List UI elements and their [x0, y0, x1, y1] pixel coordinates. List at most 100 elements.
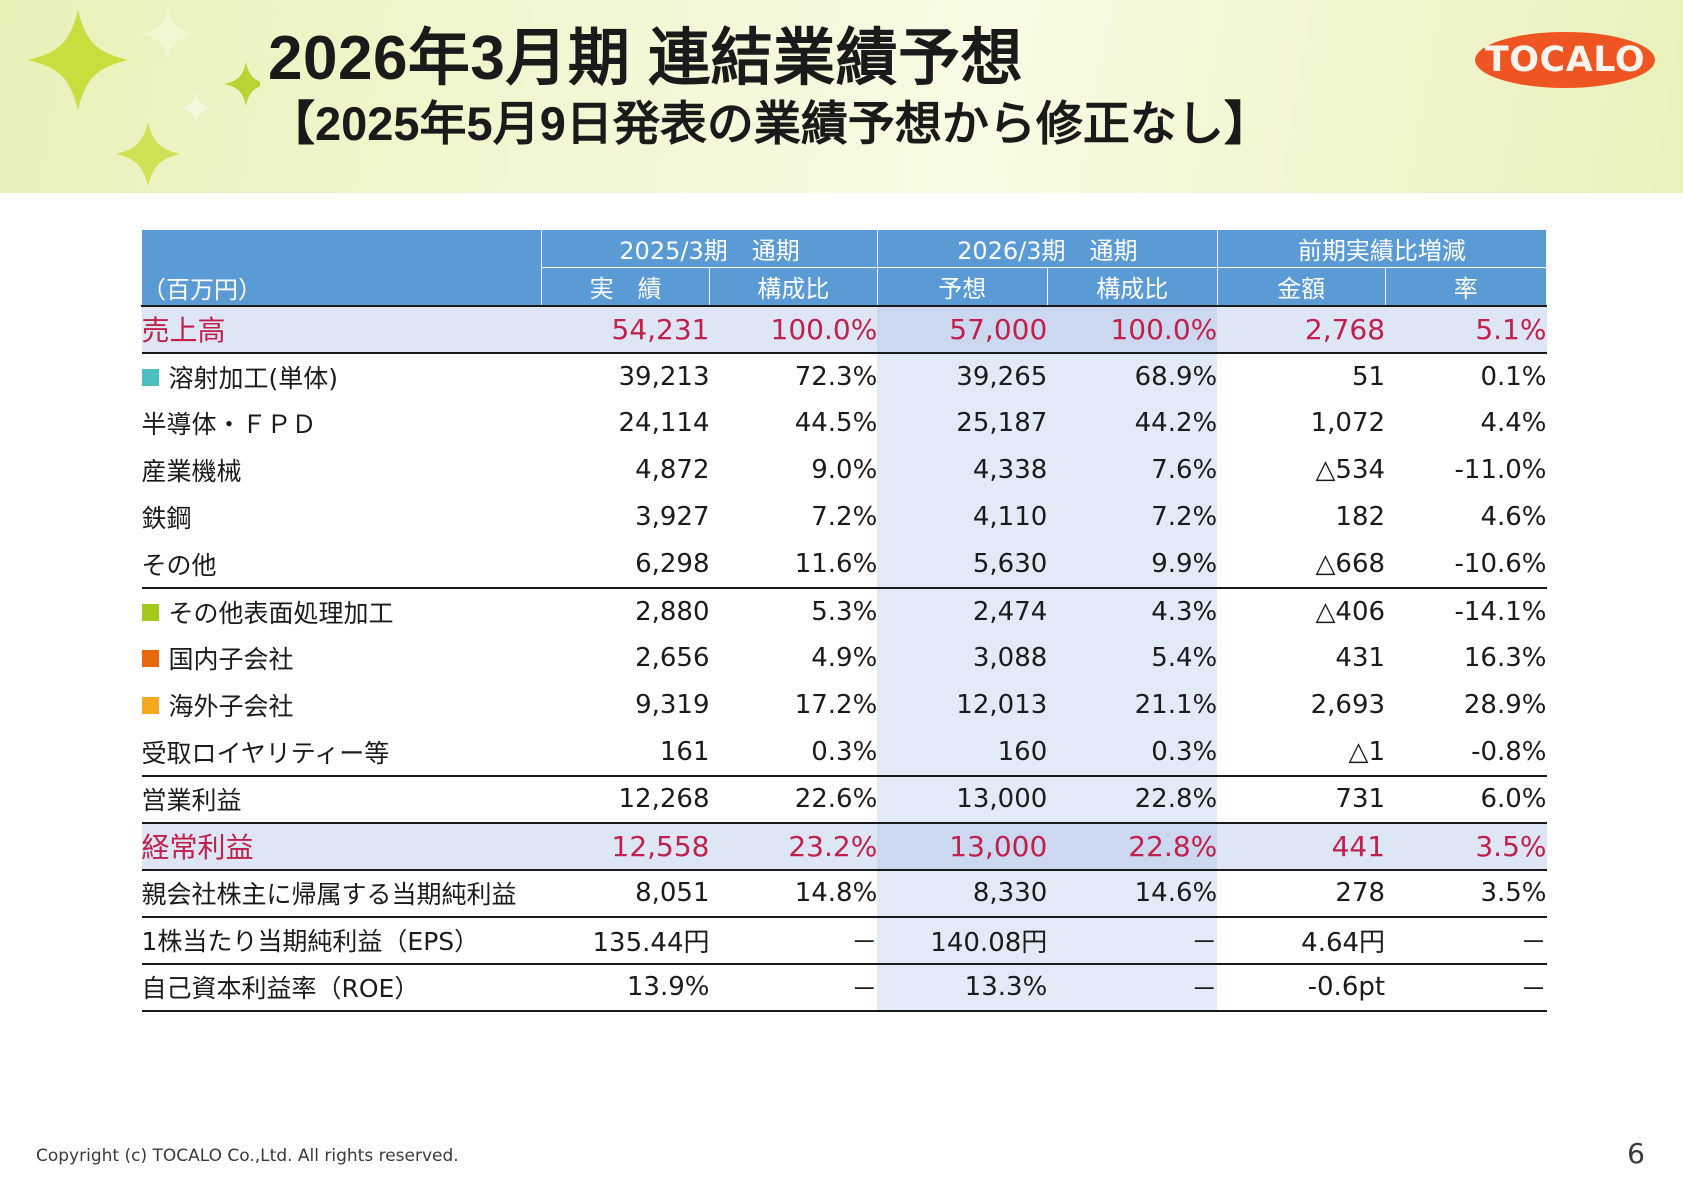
row-label-text: 親会社株主に帰属する当期純利益 — [141, 880, 517, 909]
table-row: 親会社株主に帰属する当期純利益 8,051 14.8% 8,330 14.6% 278 3.… — [141, 868, 1547, 917]
row-label-text: 経常利益 — [141, 831, 254, 864]
row-label: 1株当たり当期純利益（EPS） — [141, 915, 542, 964]
cell-prev-ratio: 7.2% — [811, 502, 878, 532]
segment-color-square-icon — [141, 368, 159, 386]
row-label-text: その他 — [141, 550, 217, 580]
cell-prev-ratio: 23.2% — [709, 821, 878, 870]
cell-prev-ratio: 100.0% — [709, 304, 878, 353]
sparkle-decoration-icon — [28, 8, 260, 186]
table-head: （百万円） 2025/3期 通期 2026/3期 通期 前期実績比増減 実 績 … — [140, 229, 1548, 306]
cell-prev-ratio: 44.5% — [794, 408, 878, 438]
financial-table-container: （百万円） 2025/3期 通期 2026/3期 通期 前期実績比増減 実 績 … — [140, 229, 1548, 1012]
cell-diff-amount: 731 — [1217, 774, 1386, 823]
table-row: その他表面処理加工 2,880 5.3% 2,474 4.3% △406 -14.1% — [141, 586, 1547, 635]
segment-color-square-icon — [141, 697, 159, 714]
header-text-group: 2026年3月期 連結業績予想 【2025年5月9日発表の業績予想から修正なし】 — [268, 24, 1318, 151]
row-label: 自己資本利益率（ROE） — [141, 962, 542, 1012]
header-diff-rate: 率 — [1384, 267, 1548, 306]
header-group-diff: 前期実績比増減 — [1216, 229, 1548, 268]
row-label: 溶射加工(単体) — [141, 351, 542, 400]
cell-diff-rate: － — [1385, 915, 1547, 964]
table-row: その他 6,298 11.6% 5,630 9.9% △668 -10.6% — [142, 540, 1547, 588]
cell-forecast-ratio: 100.0% — [1047, 304, 1218, 353]
row-label: その他 — [142, 541, 542, 588]
cell-forecast-value: 4,338 — [877, 446, 1048, 494]
cell-forecast-ratio: 0.3% — [1047, 728, 1218, 776]
header-group-prev: 2025/3期 通期 — [541, 229, 878, 268]
cell-forecast-ratio: 44.2% — [1047, 399, 1218, 447]
table-row: 自己資本利益率（ROE） 13.9% － 13.3% － -0.6pt － — [141, 962, 1547, 1012]
cell-forecast-ratio: 21.1% — [1047, 681, 1218, 729]
cell-prev-actual: 3,927 — [635, 502, 710, 532]
cell-diff-amount: 2,768 — [1217, 304, 1386, 353]
cell-diff-amount: △534 — [1315, 455, 1386, 485]
table-row: 営業利益 12,268 22.6% 13,000 22.8% 731 6.0% — [141, 774, 1547, 823]
table-row: 国内子会社 2,656 4.9% 3,088 5.4% 431 16.3% — [141, 634, 1547, 682]
header-fcst-ratio: 構成比 — [1046, 267, 1218, 306]
copyright-notice: Copyright (c) TOCALO Co.,Ltd. All rights… — [36, 1146, 459, 1166]
row-label-text: 鉄鋼 — [141, 504, 192, 533]
logo-text: TOCALO — [1484, 40, 1646, 80]
row-label: 経常利益 — [141, 821, 542, 870]
cell-prev-actual: 8,051 — [541, 868, 710, 917]
cell-prev-actual: 4,872 — [635, 455, 710, 485]
cell-forecast-ratio: 5.4% — [1047, 634, 1218, 682]
cell-forecast-ratio: 7.6% — [1047, 446, 1218, 494]
row-label-text: 受取ロイヤリティー等 — [141, 738, 390, 768]
cell-prev-ratio: 17.2% — [794, 690, 878, 720]
row-label: 営業利益 — [141, 774, 542, 823]
row-label-text: 溶射加工(単体) — [168, 363, 339, 393]
cell-diff-amount: 278 — [1217, 868, 1386, 917]
cell-forecast-ratio: － — [1047, 962, 1218, 1012]
unit-label: （百万円） — [142, 275, 262, 304]
row-label-text: 国内子会社 — [168, 645, 294, 674]
cell-prev-actual: 6,298 — [635, 548, 710, 579]
cell-prev-actual: 9,319 — [635, 690, 710, 720]
row-label-text: その他表面処理加工 — [168, 598, 394, 628]
row-label-text: 産業機械 — [141, 457, 242, 486]
cell-prev-ratio: 4.9% — [811, 643, 878, 673]
table-row: 1株当たり当期純利益（EPS） 135.44円－ 140.08円－ 4.64円－ — [141, 915, 1547, 964]
cell-diff-rate: 16.3% — [1463, 643, 1547, 673]
cell-diff-amount: 431 — [1335, 643, 1386, 673]
table-row: 受取ロイヤリティー等 161 0.3% 160 0.3% △1 -0.8% — [142, 728, 1547, 776]
cell-forecast-value: 57,000 — [877, 304, 1048, 353]
financial-forecast-table: （百万円） 2025/3期 通期 2026/3期 通期 前期実績比増減 実 績 … — [140, 229, 1548, 1012]
cell-prev-ratio: 9.0% — [811, 455, 878, 485]
cell-diff-rate: 5.1% — [1385, 304, 1547, 353]
cell-prev-actual: 13.9% — [541, 962, 710, 1012]
row-label-text: 1株当たり当期純利益（EPS） — [141, 927, 480, 956]
cell-forecast-value: 8,330 — [877, 868, 1048, 917]
cell-diff-amount: 182 — [1335, 502, 1386, 532]
cell-diff-rate: － — [1385, 962, 1547, 1012]
table-row: 産業機械 4,872 9.0% 4,338 7.6% △534 -11.0% — [142, 446, 1547, 494]
cell-prev-ratio: 0.3% — [811, 736, 878, 767]
row-label: 受取ロイヤリティー等 — [142, 729, 542, 776]
cell-diff-rate: -10.6% — [1454, 548, 1547, 579]
cell-forecast-value: 5,630 — [877, 540, 1048, 588]
header-prev-ratio: 構成比 — [709, 267, 878, 306]
cell-diff-rate: 3.5% — [1385, 821, 1547, 870]
cell-diff-amount: 2,693 — [1310, 690, 1386, 720]
cell-diff-rate: 28.9% — [1463, 690, 1547, 720]
cell-prev-ratio: 72.3% — [709, 351, 878, 400]
cell-diff-rate: -0.8% — [1471, 736, 1547, 767]
cell-prev-actual: 135.44円 — [541, 915, 710, 964]
row-label: 産業機械 — [142, 447, 542, 494]
table-header-row-groups: （百万円） 2025/3期 通期 2026/3期 通期 前期実績比増減 — [140, 229, 1548, 306]
cell-forecast-ratio: － — [1047, 915, 1218, 964]
cell-forecast-value: 140.08円 — [877, 915, 1048, 964]
cell-diff-rate: 0.1% — [1385, 351, 1547, 400]
cell-diff-rate: -14.1% — [1385, 586, 1547, 635]
cell-forecast-ratio: 22.8% — [1047, 821, 1218, 870]
cell-prev-actual: 24,114 — [618, 408, 710, 438]
row-label-text: 海外子会社 — [168, 692, 294, 721]
row-label: 親会社株主に帰属する当期純利益 — [141, 868, 542, 917]
page-title: 2026年3月期 連結業績予想 — [268, 24, 1024, 93]
table-row: 半導体・ＦＰＤ 24,114 44.5% 25,187 44.2% 1,072 4.4% — [142, 399, 1547, 447]
cell-forecast-value: 3,088 — [877, 634, 1048, 682]
cell-diff-rate: 4.4% — [1480, 408, 1547, 438]
tocalo-logo: TOCALO — [1475, 32, 1655, 88]
cell-diff-amount: 51 — [1217, 351, 1386, 400]
cell-diff-amount: △406 — [1217, 586, 1386, 635]
